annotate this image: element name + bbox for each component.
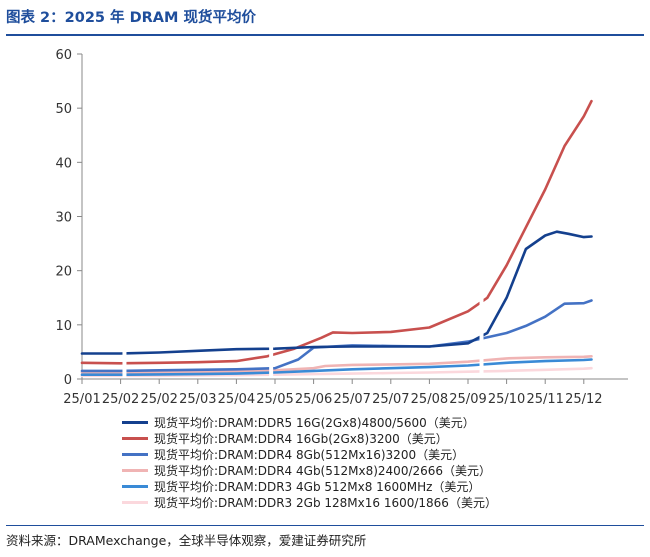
series-line: [80, 230, 593, 355]
x-tick-label: 25/05: [256, 392, 293, 407]
y-tick-label: 30: [55, 211, 72, 226]
y-tick-label: 60: [55, 48, 72, 63]
legend-label: 现货平均价:DRAM:DDR3 2Gb 128Mx16 1600/1866（美元…: [154, 495, 497, 510]
legend-swatch: [122, 420, 148, 424]
x-tick-label: 25/11: [526, 392, 563, 407]
legend-item: 现货平均价:DRAM:DDR3 2Gb 128Mx16 1600/1866（美元…: [122, 494, 497, 510]
y-tick-label: 20: [55, 265, 72, 280]
x-axis: 25/01 25/02 25/02 25/03 25/04 25/05 25/06 25/07…: [63, 378, 628, 407]
series-gaps: [122, 54, 484, 379]
x-tick-label: 25/07: [333, 392, 370, 407]
x-tick-label: 25/12: [565, 392, 602, 407]
series-lines: [80, 99, 593, 378]
source-rule: [6, 525, 644, 526]
legend-label: 现货平均价:DRAM:DDR4 4Gb(512Mx8)2400/2666（美元）: [154, 463, 492, 478]
line-gap: [269, 97, 274, 379]
y-tick-label: 0: [64, 373, 72, 388]
series-line: [80, 358, 593, 376]
legend-item: 现货平均价:DRAM:DDR4 16Gb(2Gx8)3200（美元）: [122, 430, 497, 446]
legend-item: 现货平均价:DRAM:DDR4 8Gb(512Mx16)3200（美元）: [122, 446, 497, 462]
x-tick-label: 25/04: [218, 392, 255, 407]
series-line: [80, 355, 593, 374]
legend-swatch: [122, 500, 148, 504]
title-rule: [6, 34, 644, 36]
legend-swatch: [122, 468, 148, 472]
x-tick-label: 25/09: [449, 392, 486, 407]
y-tick-label: 40: [55, 156, 72, 171]
legend-label: 现货平均价:DRAM:DDR5 16G(2Gx8)4800/5600（美元）: [154, 415, 475, 430]
x-tick-label: 25/10: [488, 392, 525, 407]
legend-label: 现货平均价:DRAM:DDR4 16Gb(2Gx8)3200（美元）: [154, 431, 448, 446]
chart-title: 图表 2：2025 年 DRAM 现货平均价: [6, 10, 256, 26]
source-note: 资料来源：DRAMexchange，全球半导体观察，爱建证券研究所: [6, 533, 367, 548]
x-tick-label: 25/02: [140, 392, 177, 407]
legend-label: 现货平均价:DRAM:DDR3 4Gb 512Mx8 1600MHz（美元）: [154, 479, 481, 494]
line-gap: [479, 54, 484, 378]
y-axis: 0 10 20 30 40 50 60: [55, 48, 83, 388]
x-tick-label: 25/03: [179, 392, 216, 407]
chart-legend: 现货平均价:DRAM:DDR5 16G(2Gx8)4800/5600（美元） 现货…: [122, 414, 497, 510]
y-tick-label: 50: [55, 102, 72, 117]
legend-item: 现货平均价:DRAM:DDR3 4Gb 512Mx8 1600MHz（美元）: [122, 478, 497, 494]
legend-swatch: [122, 484, 148, 488]
series-line: [80, 366, 593, 378]
series-line: [80, 99, 593, 365]
x-tick-label: 25/01: [63, 392, 100, 407]
x-tick-label: 25/08: [411, 392, 448, 407]
x-tick-label: 25/07: [372, 392, 409, 407]
series-line: [80, 299, 593, 373]
x-tick-label: 25/06: [295, 392, 332, 407]
legend-label: 现货平均价:DRAM:DDR4 8Gb(512Mx16)3200（美元）: [154, 447, 465, 462]
legend-item: 现货平均价:DRAM:DDR5 16G(2Gx8)4800/5600（美元）: [122, 414, 497, 430]
legend-item: 现货平均价:DRAM:DDR4 4Gb(512Mx8)2400/2666（美元）: [122, 462, 497, 478]
legend-swatch: [122, 452, 148, 456]
x-tick-label: 25/02: [102, 392, 139, 407]
y-tick-label: 10: [55, 319, 72, 334]
legend-swatch: [122, 436, 148, 440]
line-gap: [122, 108, 127, 379]
